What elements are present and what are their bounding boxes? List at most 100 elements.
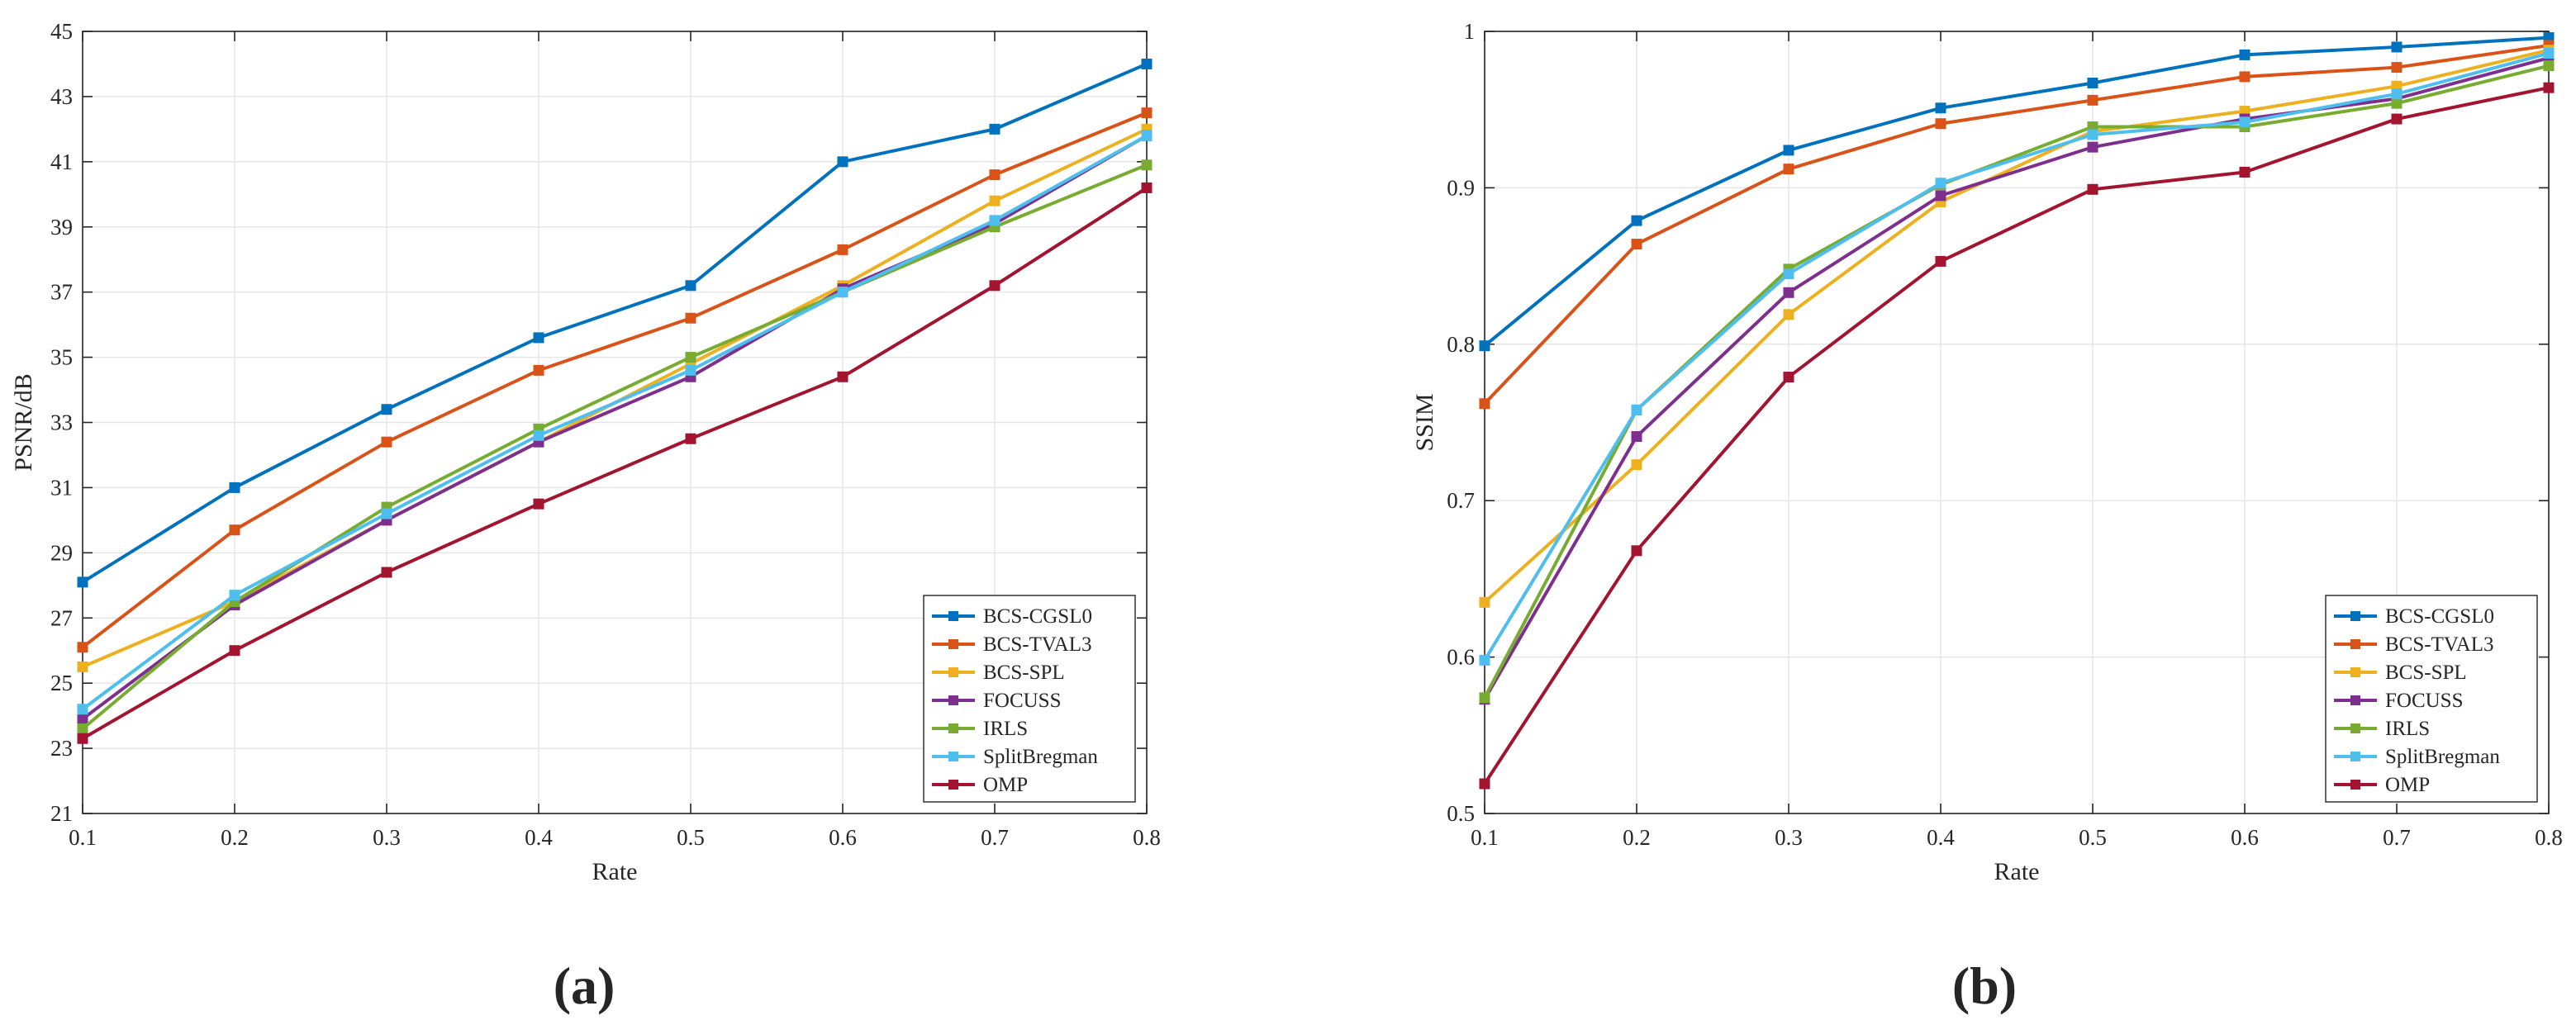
y-tick-label: 0.8: [1447, 332, 1475, 357]
data-point: [533, 429, 544, 441]
data-point: [837, 371, 848, 382]
ssim-chart: 0.1 0.2 0.3 0.4 0.5 0.6 0.7 0.8 0.5 0.6 0.7 0.8 0.9 1…: [1411, 19, 2563, 1015]
data-point: [1141, 130, 1153, 141]
legend-label: FOCUSS: [2385, 690, 2464, 712]
data-point: [2391, 41, 2403, 53]
series-line-splitbregman: [81, 134, 1148, 711]
data-point: [1479, 654, 1490, 666]
data-point: [229, 481, 240, 493]
series-line-omp: [81, 186, 1148, 740]
data-point: [1935, 190, 1946, 202]
data-point: [989, 123, 1000, 135]
series-line-bcs-tval3: [1483, 44, 2550, 406]
legend-marker: [2350, 667, 2360, 677]
data-point: [2239, 116, 2250, 128]
data-point: [1783, 287, 1794, 298]
legend-marker: [2350, 780, 2360, 790]
data-point: [2543, 48, 2555, 59]
x-axis-label: Rate: [1994, 858, 2040, 885]
legend-marker: [2350, 611, 2360, 621]
legend-marker: [2350, 752, 2360, 761]
x-tick-label: 0.2: [221, 825, 249, 850]
x-tick-label: 0.4: [525, 825, 553, 850]
y-tick-label: 23: [50, 736, 73, 761]
legend-marker: [2350, 639, 2360, 649]
legend-label: IRLS: [983, 718, 1028, 740]
data-point: [1631, 545, 1642, 557]
data-point: [2087, 78, 2098, 89]
y-tick-label: 21: [50, 801, 73, 826]
series-line-irls: [81, 163, 1148, 730]
x-tick-label: 0.6: [2231, 825, 2259, 850]
legend-label: FOCUSS: [983, 690, 1062, 712]
series-line-bcs-cgsl0: [81, 62, 1148, 584]
data-point: [229, 645, 240, 657]
data-point: [229, 524, 240, 536]
x-tick-label: 0.1: [1471, 825, 1499, 850]
data-point: [77, 723, 88, 734]
data-point: [685, 312, 696, 324]
legend-label: IRLS: [2385, 718, 2430, 740]
data-point: [989, 195, 1000, 206]
y-tick-label: 37: [50, 280, 73, 305]
legend-marker: [2350, 723, 2360, 733]
x-tick-label: 0.3: [1775, 825, 1803, 850]
data-point: [2391, 113, 2403, 125]
legend-label: BCS-CGSL0: [2385, 605, 2494, 628]
data-point: [1783, 164, 1794, 175]
data-point: [1141, 58, 1153, 69]
y-tick-label: 45: [50, 19, 73, 44]
y-tick-label: 43: [50, 84, 73, 109]
y-tick-label: 0.7: [1447, 488, 1475, 513]
panel-label: (b): [1952, 956, 2017, 1015]
data-point: [2087, 183, 2098, 195]
legend-marker: [948, 667, 958, 677]
data-point: [1631, 215, 1642, 226]
data-point: [1631, 459, 1642, 471]
y-tick-label: 35: [50, 345, 73, 370]
y-tick-label: 0.5: [1447, 801, 1475, 826]
data-point: [2391, 97, 2403, 109]
legend-marker: [948, 611, 958, 621]
y-tick-label: 41: [50, 149, 73, 174]
data-point: [77, 661, 88, 672]
data-point: [1935, 255, 1946, 267]
series-line-splitbregman: [1483, 51, 2550, 662]
x-tick-label: 0.2: [1623, 825, 1651, 850]
x-tick-label: 0.1: [69, 825, 97, 850]
data-point: [989, 280, 1000, 292]
data-point: [685, 280, 696, 292]
data-point: [1935, 102, 1946, 114]
data-point: [989, 169, 1000, 181]
x-tick-label: 0.3: [373, 825, 401, 850]
legend-label: OMP: [2385, 774, 2430, 796]
series-line-bcs-spl: [1483, 48, 2550, 604]
y-tick-label: 29: [50, 540, 73, 565]
x-tick-label: 0.7: [981, 825, 1009, 850]
data-point: [1479, 778, 1490, 790]
data-point: [1783, 268, 1794, 280]
data-point: [1479, 398, 1490, 410]
legend-label: BCS-SPL: [983, 662, 1065, 684]
legend-marker: [948, 695, 958, 705]
data-point: [77, 576, 88, 588]
x-tick-label: 0.6: [829, 825, 857, 850]
data-point: [1479, 340, 1490, 352]
data-point: [2391, 62, 2403, 74]
data-point: [1141, 159, 1153, 171]
data-point: [685, 364, 696, 376]
series-line-focuss: [81, 134, 1148, 721]
y-tick-label: 33: [50, 410, 73, 435]
y-tick-label: 0.6: [1447, 645, 1475, 670]
legend-marker: [2350, 695, 2360, 705]
data-point: [1141, 182, 1153, 193]
data-point: [837, 156, 848, 168]
data-point: [1479, 692, 1490, 704]
legend: BCS-CGSL0 BCS-TVAL3 BCS-SPL FOCUSS IRLS Split…: [2325, 595, 2538, 803]
data-point: [2543, 82, 2555, 93]
legend-label: SplitBregman: [983, 746, 1098, 768]
data-point: [989, 215, 1000, 226]
legend-label: BCS-TVAL3: [983, 633, 1092, 656]
data-point: [685, 433, 696, 444]
